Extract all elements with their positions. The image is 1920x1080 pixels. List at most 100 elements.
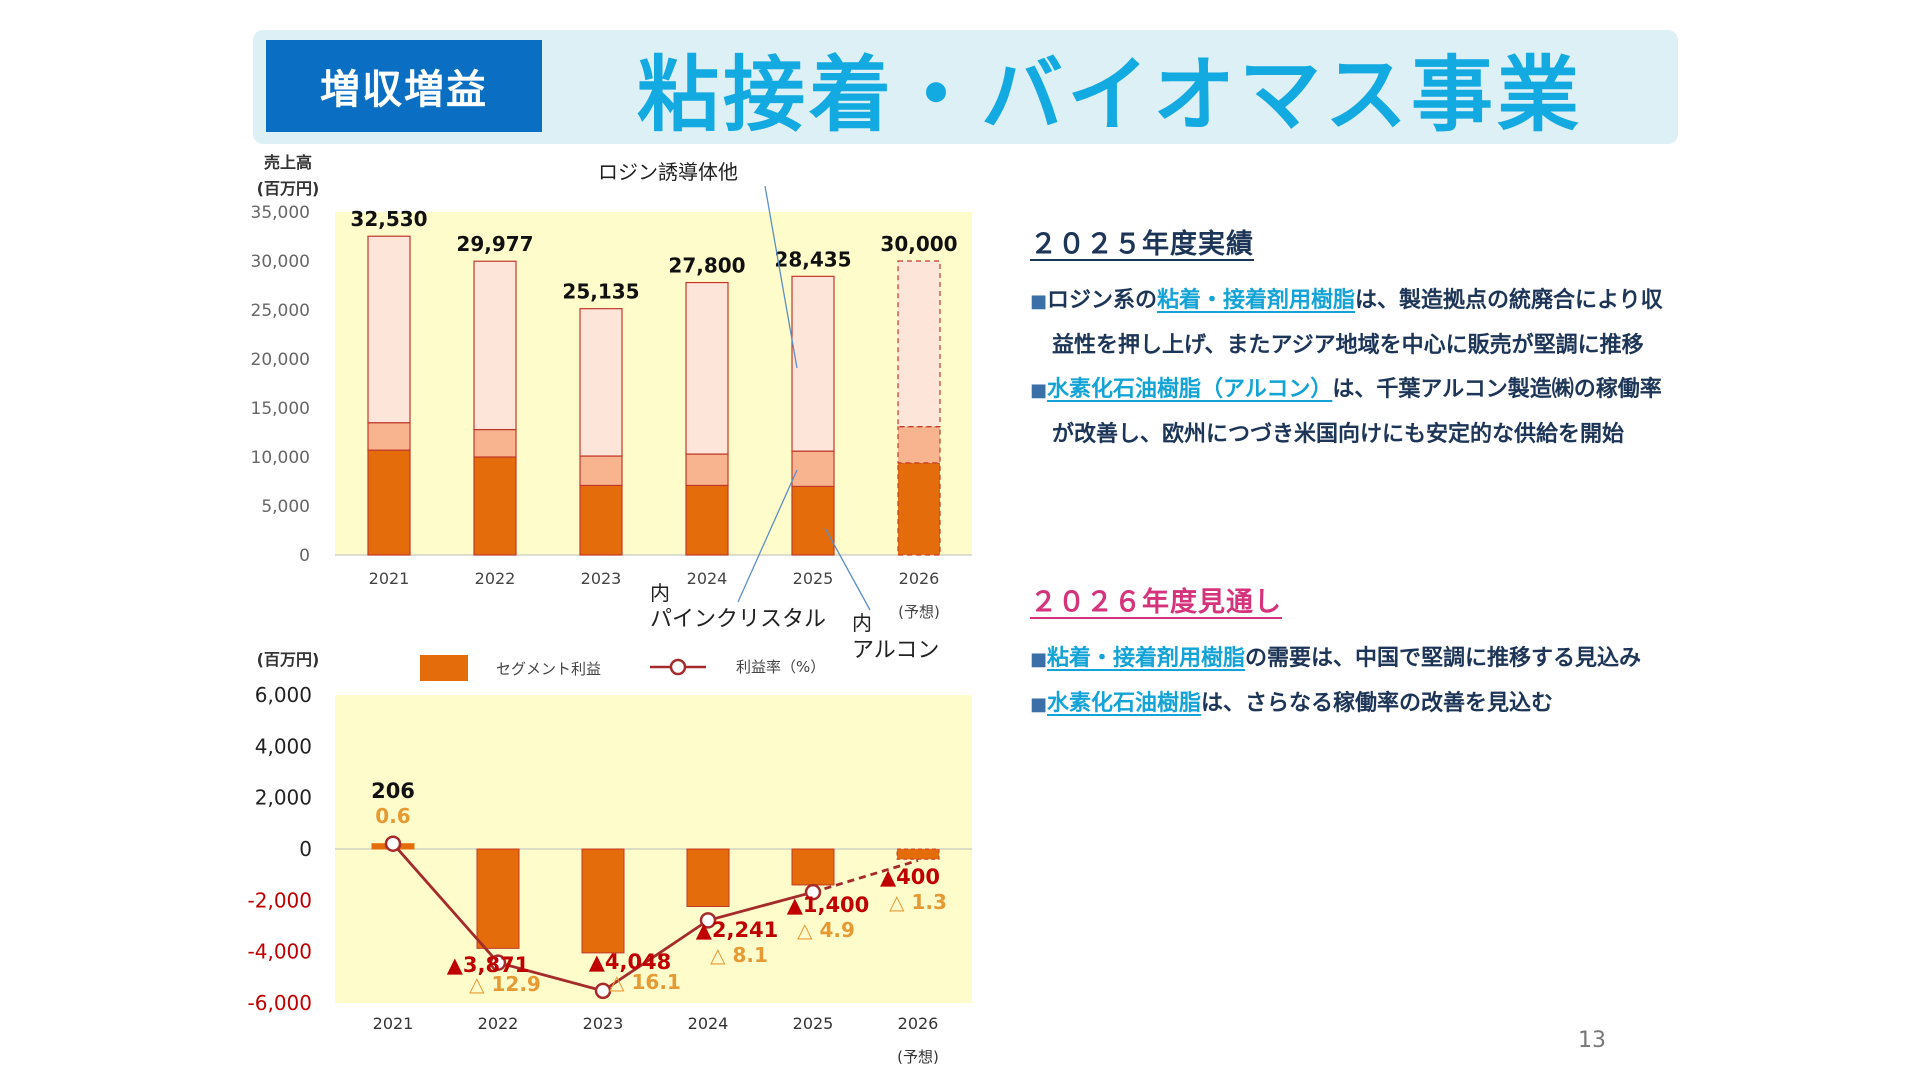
legend-label: セグメント利益	[496, 660, 601, 678]
highlight-term: 粘着・接着剤用樹脂	[1157, 288, 1356, 313]
legend-label-alcon: アルコン	[852, 638, 939, 663]
data-point	[384, 835, 402, 852]
results-2025-bullet-1: ■ロジン系の粘着・接着剤用樹脂は、製造拠点の統廃合により収益性を押し上げ、またア…	[1030, 288, 1663, 358]
y-tick-label: 0	[299, 546, 310, 566]
rate-label: △ 1.3	[889, 890, 947, 914]
rate-label: △ 8.1	[710, 943, 768, 967]
y-tick-label: 20,000	[251, 350, 310, 370]
bullet-square-icon: ■	[1030, 380, 1048, 401]
legend-label: 利益率（%）	[736, 658, 825, 676]
y-tick-label: 10,000	[251, 448, 310, 468]
x-tick-label: 2024	[688, 1014, 729, 1033]
bar-segment	[367, 449, 411, 556]
y-axis-unit: (百万円)	[257, 650, 320, 669]
bullet-square-icon: ■	[1030, 291, 1048, 312]
bar-segment	[473, 260, 517, 431]
y-tick-label: 4,000	[255, 734, 312, 758]
data-point	[804, 883, 822, 901]
data-label: 206	[371, 779, 415, 803]
x-tick-label: 2025	[793, 569, 834, 588]
rate-label: △ 12.9	[469, 972, 541, 996]
bullet-square-icon: ■	[1030, 694, 1048, 715]
rate-label: △ 4.9	[797, 918, 855, 942]
y-tick-label: 6,000	[255, 683, 312, 707]
outlook-2026-bullet-2: ■水素化石油樹脂は、さらなる稼働率の改善を見込む	[1030, 691, 1554, 716]
bar	[686, 848, 730, 908]
x-tick-label: 2023	[581, 569, 622, 588]
bar-segment	[791, 275, 835, 452]
y-tick-label: -6,000	[248, 991, 312, 1015]
callout-line	[764, 185, 798, 369]
data-label: ▲400	[880, 865, 940, 889]
plot-area	[335, 212, 972, 555]
rate-label: 0.6	[375, 804, 410, 828]
data-label: ▲4,048	[589, 950, 672, 974]
bar-segment	[579, 484, 623, 556]
data-label: 25,135	[562, 280, 639, 304]
bar-segment	[791, 450, 835, 487]
bar	[476, 848, 520, 949]
y-tick-label: 15,000	[251, 399, 310, 419]
bar	[791, 848, 835, 886]
x-tick-note: (予想)	[897, 1048, 939, 1066]
x-tick-label: 2021	[373, 1014, 414, 1033]
data-label: 30,000	[880, 232, 957, 256]
y-tick-label: 5,000	[261, 497, 310, 517]
data-point	[594, 982, 612, 1000]
y-axis-title: 売上高	[264, 153, 312, 172]
y-tick-label: 2,000	[255, 786, 312, 810]
sales-chart: 売上高 (百万円) 35,000 30,000 25,000 20,000 15,000 10…	[251, 153, 972, 663]
status-badge: 増収増益	[266, 40, 542, 132]
x-tick-label: 2025	[793, 1014, 834, 1033]
outlook-2026-bullet-1: ■粘着・接着剤用樹脂の需要は、中国で堅調に推移する見込み	[1030, 646, 1642, 671]
callout-line	[824, 527, 871, 611]
highlight-term: 粘着・接着剤用樹脂	[1047, 646, 1246, 671]
results-2025-heading: ２０２５年度実績	[1030, 229, 1254, 260]
x-tick-label: 2021	[369, 569, 410, 588]
data-point	[489, 954, 507, 971]
bar-segment	[473, 456, 517, 556]
x-tick-label: 2022	[475, 569, 516, 588]
legend-marker	[669, 658, 687, 676]
y-tick-label: -4,000	[248, 940, 312, 964]
outlook-2026-heading: ２０２６年度見通し	[1030, 587, 1282, 618]
y-tick-label: 30,000	[251, 252, 310, 272]
x-tick-label: 2023	[583, 1014, 624, 1033]
bullet-square-icon: ■	[1030, 649, 1048, 670]
bar-segment	[367, 235, 411, 424]
legend-label-pine: パインクリスタル	[650, 607, 826, 632]
y-tick-label: 0	[299, 837, 312, 861]
bar	[896, 848, 940, 860]
bar-segment	[685, 484, 729, 556]
data-label: ▲1,400	[787, 893, 870, 917]
data-label: 32,530	[350, 207, 427, 231]
x-tick-label: 2026	[899, 569, 940, 588]
y-tick-label: -2,000	[248, 888, 312, 912]
page-number: 13	[1578, 1028, 1606, 1053]
data-label: 29,977	[456, 232, 533, 256]
legend-label-rosin: ロジン誘導体他	[598, 160, 738, 184]
x-tick-label: 2026	[898, 1014, 939, 1033]
y-axis-unit: (百万円)	[257, 179, 320, 198]
data-label: 28,435	[774, 247, 851, 271]
data-point	[699, 912, 717, 929]
y-tick-label: 35,000	[251, 203, 310, 223]
bar-segment	[791, 485, 835, 556]
y-tick-label: 25,000	[251, 301, 310, 321]
bar-segment	[685, 281, 729, 455]
profit-chart: (百万円) 6,000 4,000 2,000 0 -2,000 -4,000 -6,000 セ…	[248, 650, 972, 1066]
legend-label-pine-prefix: 内	[650, 581, 670, 605]
rate-label: △ 16.1	[609, 970, 681, 994]
data-label: ▲2,241	[696, 918, 779, 942]
series-line-forecast	[812, 859, 919, 894]
x-tick-label: 2024	[687, 569, 728, 588]
bar	[581, 848, 625, 954]
x-tick-label: 2022	[478, 1014, 519, 1033]
legend-label-alcon-prefix: 内	[852, 611, 872, 635]
data-label: ▲3,871	[447, 953, 530, 977]
page-title: 粘接着・バイオマス事業	[636, 47, 1583, 143]
x-tick-note: (予想)	[898, 603, 940, 621]
highlight-term: 水素化石油樹脂	[1047, 691, 1202, 716]
bar-segment	[579, 455, 623, 487]
legend-swatch-bar	[420, 655, 468, 681]
